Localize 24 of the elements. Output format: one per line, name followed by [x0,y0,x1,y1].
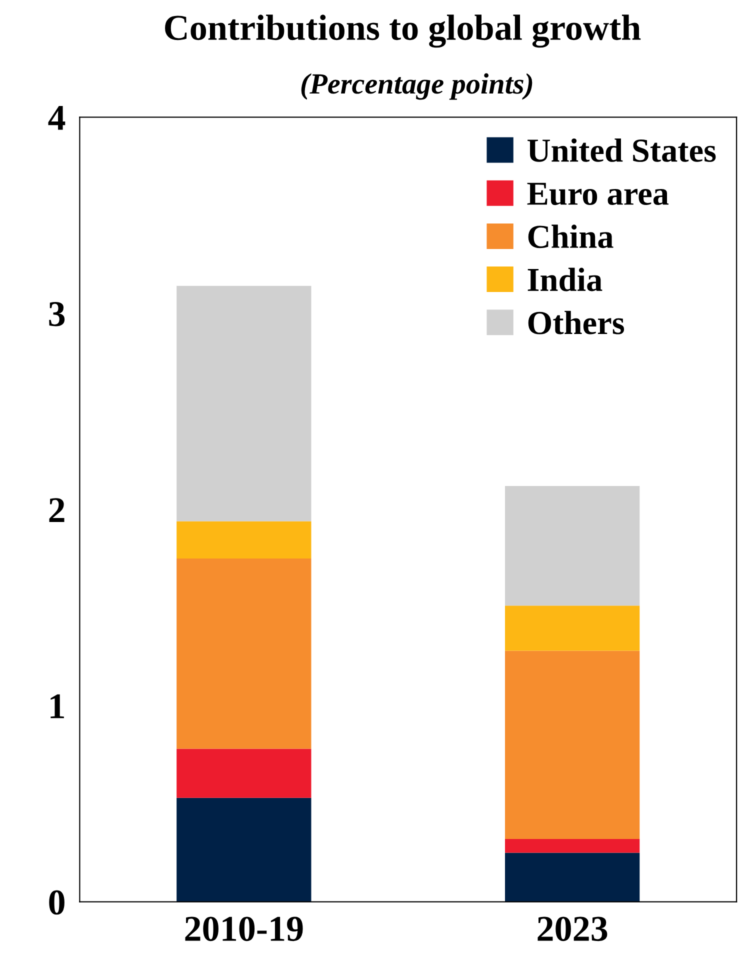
chart-title: Contributions to global growth [165,14,641,48]
bar [176,748,312,798]
y-tick-label: 3 [49,302,65,326]
legend-label: China [528,224,614,248]
y-tick-label: 1 [50,694,64,718]
bar [504,839,640,853]
bar [176,521,312,559]
bar [176,558,312,749]
y-tick-label: 4 [48,106,66,130]
bar [504,486,640,606]
bar [504,606,640,651]
bar [176,798,312,902]
bar [176,286,312,522]
legend-label: Others [528,310,624,334]
bar [504,852,640,902]
chart-subtitle: (Percentage points) [301,73,532,100]
legend-label: United States [528,138,716,162]
legend-label: Euro area [527,182,669,206]
x-tick-label: 2023 [538,916,608,942]
legend-label: India [528,268,602,292]
bar [504,650,640,840]
y-tick-label: 2 [49,498,64,522]
x-tick-label: 2010-19 [185,916,303,942]
y-tick-label: 0 [49,890,64,915]
